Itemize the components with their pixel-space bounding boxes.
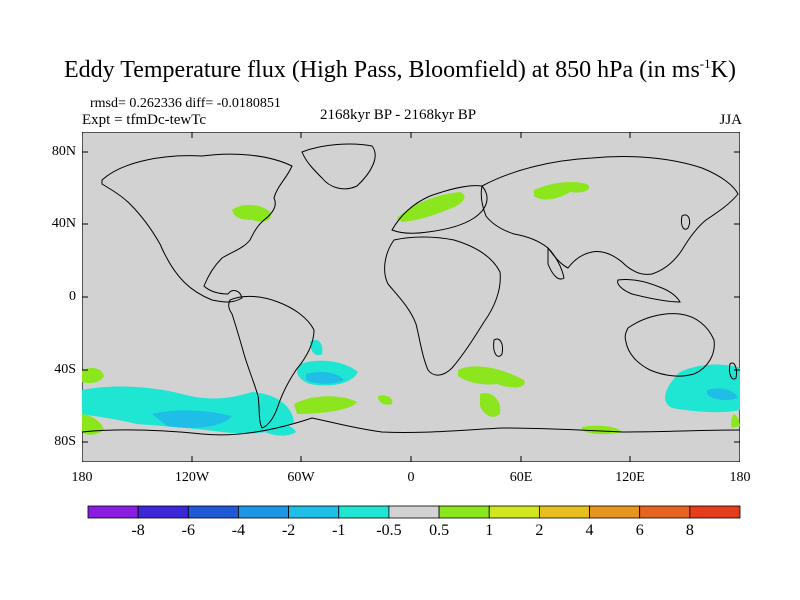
colorbar	[87, 505, 741, 519]
coastlines	[82, 143, 740, 436]
patch-south-pacific-blue-core	[152, 410, 232, 428]
axis-ticks	[82, 132, 740, 462]
coast-north-america	[101, 153, 293, 303]
chart-title: Eddy Temperature flux (High Pass, Bloomf…	[64, 56, 736, 83]
lat-label-40s: 40S	[54, 362, 76, 377]
colorbar-swatch	[488, 505, 540, 519]
patch-south-atlantic	[294, 396, 357, 414]
period-label: 2168kyr BP - 2168kyr BP	[320, 107, 477, 123]
colorbar-tick-label: 2	[535, 522, 544, 539]
colorbar-swatch	[338, 505, 390, 519]
colorbar-tick-label: 8	[685, 522, 694, 539]
colorbar-tick-label: 4	[585, 522, 594, 539]
lon-label-180w: 180	[71, 470, 93, 485]
rmsd-label: rmsd= 0.262336 diff= -0.0180851	[90, 96, 281, 111]
patch-australia-blue-core	[707, 388, 738, 401]
coast-asia	[480, 155, 739, 275]
patch-argentina-blue	[310, 339, 323, 356]
coast-india	[547, 246, 565, 280]
lat-label-80s: 80S	[54, 434, 76, 449]
lon-label-60e: 60E	[509, 470, 533, 485]
colorbar-swatch	[87, 505, 139, 519]
colorbar-swatch	[538, 505, 590, 519]
patch-southern-ocean-1	[82, 414, 104, 435]
colorbar-tick-label: -8	[131, 522, 145, 539]
colorbar-tick-label: -4	[231, 522, 246, 539]
colorbar-swatch	[187, 505, 239, 519]
patch-east-pacific	[731, 414, 740, 428]
patch-south-pacific-blue	[82, 386, 294, 434]
lon-label-0: 0	[407, 470, 415, 485]
lon-label-60w: 60W	[287, 470, 315, 485]
colorbar-tick-label: -1	[332, 522, 346, 539]
patch-south-pacific-west	[82, 368, 104, 384]
colorbar-tick-label: 6	[635, 522, 644, 539]
colorbar-tick-label: -0.5	[376, 522, 402, 539]
coast-indonesia	[617, 279, 681, 303]
coast-greenland	[301, 143, 376, 190]
patch-central-asia	[534, 182, 590, 200]
lon-label-120w: 120W	[174, 470, 210, 485]
colorbar-tick-label: 1	[485, 522, 494, 539]
patch-south-atlantic-blue-core	[306, 372, 344, 384]
patch-europe	[397, 192, 465, 222]
colorbar-swatch	[238, 505, 290, 519]
colorbar-swatch	[388, 505, 440, 519]
coast-madagascar	[493, 338, 503, 357]
coast-africa	[384, 236, 501, 376]
patch-south-indian-2	[480, 393, 501, 417]
experiment-label: Expt = tfmDc-tewTc	[82, 112, 207, 128]
colorbar-swatch	[589, 505, 641, 519]
lat-label-0: 0	[69, 289, 76, 304]
colorbar-tick-label: 0.5	[429, 522, 450, 539]
patch-southern-ocean-2	[582, 425, 622, 435]
world-map	[82, 132, 740, 462]
colorbar-tick-label: -2	[281, 522, 296, 539]
colorbar-tick-label: -6	[181, 522, 195, 539]
colorbar-swatch	[288, 505, 340, 519]
coast-japan	[681, 214, 691, 230]
coast-antarctica	[82, 417, 740, 436]
coast-europe	[391, 185, 488, 234]
patch-south-atlantic-2	[378, 395, 393, 405]
patch-south-indian-1	[458, 366, 525, 388]
patch-north-america	[232, 204, 271, 222]
colorbar-swatch	[639, 505, 691, 519]
colorbar-swatch	[137, 505, 189, 519]
lat-label-80n: 80N	[51, 144, 76, 159]
patch-drake-blue	[262, 423, 296, 436]
lat-label-40n: 40N	[51, 216, 76, 231]
lon-label-120e: 120E	[615, 470, 645, 485]
lon-label-180e: 180	[729, 470, 751, 485]
colorbar-swatch	[438, 505, 490, 519]
coast-new-zealand	[729, 362, 737, 380]
anomaly-patches	[82, 182, 740, 436]
season-label: JJA	[719, 112, 742, 128]
coast-australia	[624, 313, 715, 377]
colorbar-swatch	[689, 505, 741, 519]
coast-south-america	[228, 295, 315, 429]
